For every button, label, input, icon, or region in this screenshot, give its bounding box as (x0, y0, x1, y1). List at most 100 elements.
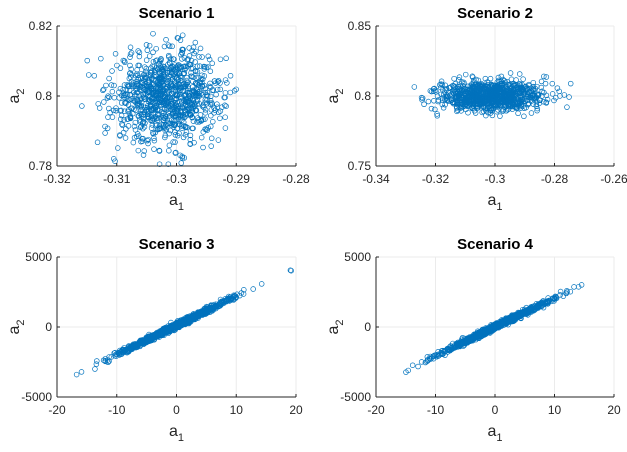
scatter-point (415, 363, 421, 370)
scatter-point (138, 107, 144, 114)
x-tick-label: -10 (108, 403, 126, 417)
chart-title: Scenario 3 (139, 236, 215, 253)
scatter-point (524, 91, 531, 97)
scatter-point (115, 145, 121, 151)
scatter-point (138, 70, 145, 77)
scatter-point (219, 104, 225, 110)
scatter-point (143, 57, 150, 63)
scatter-series (73, 267, 294, 378)
scatter-point (144, 108, 151, 115)
scatter-point (191, 101, 198, 107)
scatter-point (515, 90, 522, 96)
x-tick-label: -0.28 (541, 172, 569, 186)
scatter-point (471, 333, 478, 339)
scatter-point (127, 97, 133, 103)
scatter-point (566, 94, 572, 100)
scatter-point (520, 309, 526, 315)
scatter-point (205, 125, 211, 131)
scatter-point (156, 76, 162, 82)
scatter-point (462, 98, 469, 104)
scatter-point (134, 86, 140, 92)
scatter-point (156, 148, 163, 154)
scatter-point (179, 100, 185, 106)
scatter-point (149, 96, 155, 102)
scatter-point (491, 89, 498, 96)
scatter-point (116, 89, 122, 95)
scatter-point (167, 56, 174, 62)
scatter-point (148, 125, 155, 131)
scatter-point (136, 340, 143, 347)
scatter-point (104, 125, 111, 132)
scatter-point (106, 354, 112, 360)
scatter-point (189, 73, 195, 80)
scatter-point (120, 346, 126, 353)
scatter-point (146, 53, 153, 59)
scatter-point (578, 282, 585, 288)
scatter-point (105, 114, 111, 120)
scatter-point (440, 105, 447, 111)
scatter-point (137, 124, 144, 131)
scatter-point (510, 314, 517, 321)
scatter-point (411, 84, 418, 90)
scatter-point (483, 86, 489, 92)
scatter-point (207, 101, 214, 107)
scatter-point (144, 104, 151, 111)
scatter-point (499, 87, 506, 94)
scatter-point (145, 136, 152, 143)
scatter-point (501, 81, 507, 87)
scatter-point (194, 69, 201, 75)
scatter-point (443, 93, 450, 100)
scatter-point (521, 113, 527, 120)
scatter-point (511, 86, 518, 92)
y-tick-label: -5000 (340, 390, 371, 404)
scatter-point (445, 347, 451, 353)
scatter-point (95, 101, 101, 107)
scatter-point (127, 44, 134, 51)
scatter-point (176, 85, 182, 92)
scatter-point (222, 102, 228, 109)
scatter-point (184, 106, 190, 112)
scatter-point (560, 293, 567, 299)
scatter-point (544, 299, 550, 306)
scatter-point (164, 74, 170, 81)
scatter-point (151, 96, 158, 102)
scatter-point (513, 82, 519, 88)
scatter-point (174, 320, 180, 326)
scatter-point (160, 122, 166, 128)
scatter-point (137, 119, 144, 125)
scatter-point (554, 85, 561, 91)
scatter-point (515, 110, 521, 117)
x-axis-label: a1 (169, 423, 184, 444)
scatter-point (163, 86, 170, 92)
scatter-point (185, 112, 191, 118)
scatter-point (161, 43, 168, 50)
scatter-point (498, 73, 505, 80)
scatter-point (199, 54, 205, 60)
scatter-point (140, 152, 147, 158)
scatter-point (431, 85, 438, 92)
scatter-point (543, 99, 549, 105)
scatter-point (145, 108, 152, 114)
scatter-point (202, 99, 208, 106)
scatter-point (188, 57, 195, 64)
scatter-point (163, 101, 169, 107)
scatter-point (167, 106, 174, 112)
scatter-point (166, 142, 173, 149)
scatter-point (519, 81, 525, 88)
scatter-point (197, 45, 204, 52)
scatter-point (194, 86, 200, 93)
scatter-point (120, 57, 127, 64)
scatter-point (538, 78, 545, 85)
scatter-point (151, 76, 157, 83)
y-axis-label: a2 (6, 319, 27, 334)
scatter-point (186, 90, 193, 96)
scatter-point (227, 72, 234, 79)
chart-title: Scenario 4 (457, 236, 534, 253)
scatter-point (434, 111, 440, 117)
scatter-point (126, 110, 133, 117)
scatter-point (133, 93, 140, 99)
scatter-point (128, 105, 134, 111)
scatter-point (160, 110, 167, 116)
scatter-point (150, 49, 156, 55)
scatter-point (491, 326, 497, 333)
